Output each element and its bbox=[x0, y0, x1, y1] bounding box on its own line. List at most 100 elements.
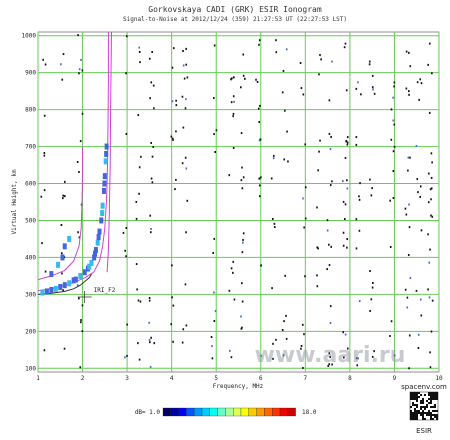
qr-module bbox=[434, 398, 436, 400]
noise-dot bbox=[429, 188, 432, 191]
noise-dot bbox=[300, 344, 303, 347]
noise-dot bbox=[273, 222, 276, 225]
noise-dot bbox=[150, 228, 152, 231]
noise-dot bbox=[213, 291, 215, 294]
noise-dot bbox=[148, 338, 151, 341]
noise-dot bbox=[64, 180, 66, 183]
noise-dot bbox=[60, 223, 63, 226]
noise-dot bbox=[392, 150, 395, 153]
noise-dot bbox=[328, 264, 331, 267]
x-tick-label: 1 bbox=[36, 375, 40, 382]
brand-label: ESIR bbox=[416, 427, 432, 435]
annotations: IRI_F2 bbox=[77, 287, 116, 303]
noise-dot bbox=[171, 296, 173, 299]
qr-module bbox=[432, 414, 434, 416]
noise-dot bbox=[213, 44, 216, 47]
noise-dot bbox=[345, 140, 347, 143]
noise-dot bbox=[345, 89, 348, 92]
noise-dot bbox=[232, 271, 234, 274]
noise-dot bbox=[405, 87, 408, 90]
noise-dot bbox=[43, 151, 46, 154]
colorbar-cell bbox=[240, 407, 249, 417]
noise-dot bbox=[346, 187, 349, 190]
noise-dot bbox=[138, 50, 141, 53]
noise-dot bbox=[171, 137, 174, 140]
noise-dot bbox=[408, 90, 410, 93]
qr-module bbox=[412, 404, 414, 406]
noise-dot bbox=[357, 81, 359, 84]
noise-dot bbox=[122, 231, 125, 234]
noise-dot bbox=[326, 268, 328, 271]
noise-dot bbox=[346, 136, 349, 139]
noise-dot bbox=[240, 327, 243, 330]
noise-dot bbox=[140, 155, 142, 158]
noise-dot bbox=[428, 261, 431, 264]
watermark: www.aari.ru bbox=[255, 343, 406, 368]
noise-dot bbox=[407, 254, 410, 257]
qr-module bbox=[434, 392, 436, 394]
noise-dot bbox=[139, 300, 142, 303]
qr-module bbox=[414, 392, 416, 394]
qr-module bbox=[426, 412, 428, 414]
qr-module bbox=[414, 412, 416, 414]
noise-dot bbox=[404, 207, 407, 210]
colorbar-cell bbox=[256, 407, 265, 417]
noise-dot bbox=[406, 306, 409, 309]
noise-dot bbox=[125, 226, 128, 229]
x-tick-label: 4 bbox=[170, 375, 174, 382]
noise-dot bbox=[431, 161, 433, 164]
noise-dot bbox=[342, 231, 345, 234]
noise-dot bbox=[255, 78, 257, 81]
x-tick-label: 9 bbox=[393, 375, 397, 382]
noise-dot bbox=[151, 155, 154, 158]
qr-module bbox=[434, 404, 436, 406]
noise-dot bbox=[343, 46, 346, 49]
noise-dot bbox=[317, 247, 320, 250]
noise-dot bbox=[406, 296, 409, 299]
noise-dot bbox=[416, 81, 419, 84]
noise-dot bbox=[138, 166, 141, 169]
qr-module bbox=[416, 392, 418, 394]
noise-dot bbox=[43, 114, 46, 117]
noise-dot bbox=[389, 334, 391, 337]
noise-dot bbox=[415, 145, 418, 148]
trace-point bbox=[99, 217, 104, 224]
noise-dot bbox=[389, 199, 391, 202]
noise-dot bbox=[258, 184, 261, 187]
noise-dot bbox=[300, 87, 303, 90]
noise-dot bbox=[358, 229, 361, 232]
noise-dot bbox=[78, 68, 81, 71]
noise-dot bbox=[272, 154, 275, 157]
colorbar-cell bbox=[217, 407, 226, 417]
noise-dot bbox=[125, 132, 128, 135]
noise-dot bbox=[78, 297, 80, 300]
noise-dot bbox=[356, 364, 359, 367]
noise-dot bbox=[355, 218, 358, 221]
noise-dot bbox=[428, 172, 430, 175]
noise-dot bbox=[408, 93, 410, 96]
noise-dot bbox=[77, 231, 79, 234]
brand-site: spacenv.com bbox=[401, 383, 447, 391]
noise-dot bbox=[230, 356, 233, 359]
noise-dot bbox=[393, 354, 396, 357]
trace-point bbox=[56, 261, 61, 268]
noise-dot bbox=[185, 47, 187, 50]
qr-module bbox=[420, 412, 422, 414]
noise-dot bbox=[184, 156, 187, 159]
noise-dot bbox=[213, 97, 215, 100]
noise-dot bbox=[419, 185, 422, 188]
noise-dot bbox=[358, 300, 361, 303]
qr-module bbox=[414, 396, 416, 398]
qr-module bbox=[424, 418, 426, 420]
noise-dot bbox=[213, 319, 216, 322]
noise-dot bbox=[148, 57, 151, 60]
colorbar-cell bbox=[233, 407, 242, 417]
qr-code-icon bbox=[409, 391, 439, 421]
noise-dot bbox=[369, 309, 371, 312]
noise-dot bbox=[328, 132, 331, 135]
qr-module bbox=[432, 396, 434, 398]
qr-module bbox=[418, 412, 420, 414]
noise-dot bbox=[420, 82, 423, 85]
qr-module bbox=[436, 392, 438, 394]
noise-dot bbox=[409, 65, 412, 68]
